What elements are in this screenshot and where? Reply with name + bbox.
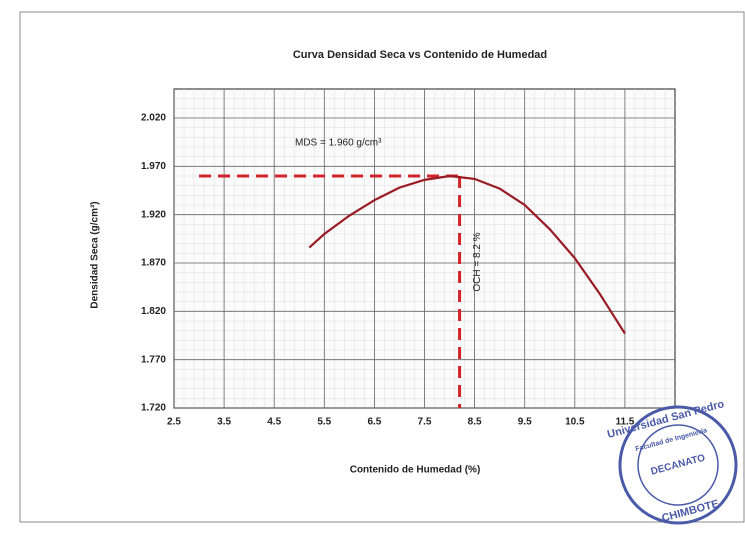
y-tick-label: 1.870 — [141, 258, 166, 269]
x-tick-label: 4.5 — [267, 417, 281, 428]
x-axis-label: Contenido de Humedad (%) — [350, 465, 481, 476]
y-tick-label: 1.970 — [141, 161, 166, 172]
x-tick-label: 10.5 — [565, 417, 585, 428]
stamp: Universidad San Pedro Facultad de Ingeni… — [606, 398, 738, 525]
y-tick-label: 1.920 — [141, 209, 166, 220]
x-tick-label: 11.5 — [615, 417, 634, 428]
x-tick-label: 6.5 — [367, 417, 381, 428]
y-tick-label: 2.020 — [141, 113, 166, 124]
annotation: MDS = 1.960 g/cm³ — [295, 138, 382, 149]
chart-title: Curva Densidad Seca vs Contenido de Hume… — [293, 49, 547, 61]
stamp-ring — [637, 424, 719, 506]
y-tick-label: 1.770 — [141, 354, 166, 365]
frame — [19, 11, 745, 523]
annotation: OCH = 8.2 % — [472, 232, 483, 291]
x-tick-label: 5.5 — [317, 417, 331, 428]
data-line — [308, 174, 626, 335]
stamp-ring — [618, 405, 738, 525]
stamp-text: DECANATO — [650, 453, 707, 478]
x-tick-label: 2.5 — [167, 417, 181, 428]
y-tick-label: 1.820 — [141, 306, 166, 317]
x-tick-label: 8.5 — [468, 417, 482, 428]
x-tick-label: 7.5 — [418, 417, 432, 428]
x-tick-label: 9.5 — [518, 417, 532, 428]
y-axis-label: Densidad Seca (g/cm³) — [90, 201, 101, 308]
x-tick-label: 3.5 — [217, 417, 231, 428]
y-tick-label: 1.720 — [141, 403, 166, 414]
